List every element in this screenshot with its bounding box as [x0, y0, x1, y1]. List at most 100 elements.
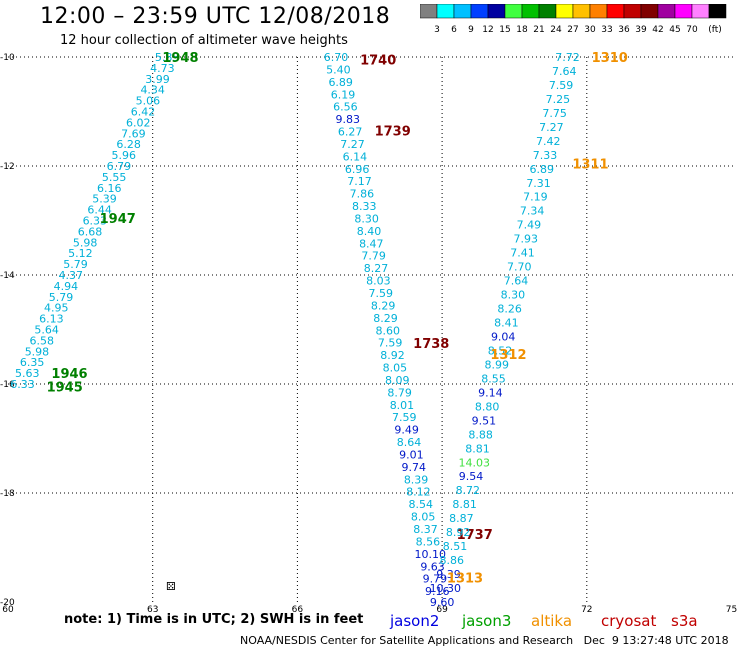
swh-value: 8.60 [376, 324, 401, 337]
swh-value: 6.79 [107, 160, 132, 173]
swh-value: 7.70 [507, 261, 532, 274]
credit-line: NOAA/NESDIS Center for Satellite Applica… [240, 634, 729, 647]
swh-value: 9.83 [336, 113, 361, 126]
swh-value: 6.89 [328, 76, 353, 89]
swh-value: 8.99 [485, 358, 510, 371]
pass-time-label: 1740 [360, 54, 396, 69]
swh-value: 7.93 [513, 233, 538, 246]
lat-tick-label: -18 [0, 489, 15, 499]
pass-time-label: 1946 [51, 367, 87, 382]
swh-value: 6.16 [97, 182, 122, 195]
pass-time-label: 1313 [447, 571, 483, 586]
swh-value: 8.26 [497, 303, 522, 316]
colorbar-swatch [453, 4, 472, 19]
colorbar-swatch [674, 4, 693, 19]
swh-value: 8.05 [383, 362, 408, 375]
swh-value: 10.10 [414, 548, 446, 561]
pass-time-label: 1310 [592, 51, 628, 66]
swh-value: 6.58 [30, 334, 55, 347]
colorbar-swatch [504, 4, 523, 19]
swh-value: 5.79 [49, 291, 74, 304]
swh-value: 7.59 [368, 287, 393, 300]
swh-value: 5.96 [112, 149, 137, 162]
swh-value: 9.63 [420, 560, 445, 573]
swh-value: 5.40 [326, 63, 351, 76]
swh-value: 4.94 [54, 280, 79, 293]
lat-tick-label: -12 [0, 162, 15, 172]
swh-value: 5.64 [34, 324, 59, 337]
swh-value: 8.81 [452, 498, 477, 511]
swh-value: 8.37 [413, 523, 438, 536]
legend-jason2: jason2 [390, 612, 440, 630]
swh-value: 6.89 [530, 163, 555, 176]
swh-value: 8.01 [390, 399, 415, 412]
swh-value: 8.39 [404, 473, 429, 486]
colorbar-swatch [606, 4, 625, 19]
colorbar-swatch [623, 4, 642, 19]
swh-value: 6.68 [78, 225, 103, 238]
colorbar-swatch [640, 4, 659, 19]
swh-value: 5.06 [136, 95, 161, 108]
swh-value: 7.69 [121, 127, 146, 140]
pass-time-label: 1739 [375, 125, 411, 140]
swh-value: 8.88 [468, 428, 493, 441]
legend-s3a: s3a [671, 612, 698, 630]
swh-value: 9.79 [423, 573, 448, 586]
swh-value: 6.19 [331, 88, 356, 101]
swh-value: 9.14 [478, 386, 503, 399]
swh-value: 4.73 [150, 62, 175, 75]
swh-value: 8.30 [354, 212, 379, 225]
swh-value: 5.98 [25, 345, 50, 358]
swh-value: 5.12 [68, 247, 93, 260]
swh-value: 7.33 [533, 149, 558, 162]
pass-time-label: 1311 [572, 157, 608, 172]
swh-value: 6.70 [324, 51, 349, 64]
colorbar-label: 24 [550, 25, 562, 35]
lat-tick-label: -16 [0, 380, 15, 390]
swh-value: 4.34 [140, 84, 165, 97]
colorbar-swatch [521, 4, 540, 19]
swh-value: 8.72 [456, 484, 481, 497]
swh-value: 6.44 [87, 204, 112, 217]
swh-value: 9.16 [425, 585, 450, 598]
swh-value: 8.12 [406, 486, 431, 499]
colorbar-label: 9 [468, 25, 474, 35]
swh-value: 8.54 [409, 498, 434, 511]
lat-tick-label: -20 [0, 598, 15, 608]
swh-value: 8.86 [439, 554, 464, 567]
colorbar-swatch [691, 4, 710, 19]
swh-value: 8.52 [488, 344, 513, 357]
swh-value: 6.13 [39, 313, 64, 326]
pass-time-label: 1947 [100, 212, 136, 227]
colorbar-swatch [487, 4, 506, 19]
swh-value: 8.87 [449, 512, 474, 525]
colorbar-label: 45 [669, 25, 680, 35]
pass-time-label: 1945 [47, 381, 83, 396]
swh-value: 8.56 [416, 535, 441, 548]
swh-value: 8.27 [364, 262, 389, 275]
swh-value: 6.35 [20, 356, 45, 369]
swh-value: 9.04 [491, 330, 516, 343]
colorbar-label: 12 [482, 25, 493, 35]
colorbar-swatch [436, 4, 455, 19]
swh-value: 14.03 [459, 456, 491, 469]
swh-value: 8.05 [411, 511, 436, 524]
colorbar-swatch [572, 4, 591, 19]
swh-value: 4.37 [58, 269, 83, 282]
colorbar-label: 39 [635, 25, 647, 35]
swh-value: 8.29 [371, 299, 396, 312]
swh-value: 8.03 [366, 275, 391, 288]
colorbar-swatch [538, 4, 557, 19]
island-marker: ⚄ [166, 580, 176, 593]
footnote: note: 1) Time is in UTC; 2) SWH is in fe… [64, 612, 364, 627]
swh-value: 5.83 [155, 51, 180, 64]
colorbar-swatch [555, 4, 574, 19]
swh-value: 5.79 [63, 258, 88, 271]
swh-value: 6.33 [10, 378, 35, 391]
colorbar-label: 6 [451, 25, 457, 35]
swh-value: 9.39 [436, 568, 461, 581]
swh-value: 6.33 [83, 215, 108, 228]
swh-value: 7.49 [517, 219, 542, 232]
colorbar-label: 33 [601, 25, 612, 35]
swh-value: 7.86 [350, 188, 375, 201]
